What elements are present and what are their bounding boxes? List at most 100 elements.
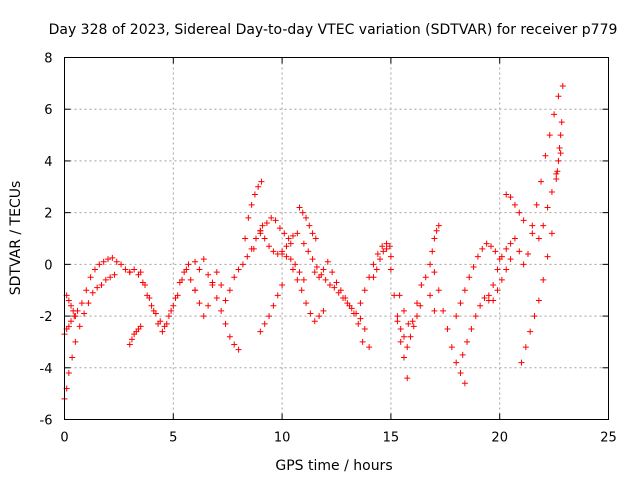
data-point [181,269,188,276]
data-point [418,282,425,289]
data-point [142,282,149,289]
data-point [485,297,492,304]
data-point [474,253,481,260]
data-point [268,214,275,221]
y-tick-label: 4 [44,155,52,170]
data-point [459,351,466,358]
data-point [546,132,553,139]
data-point [298,287,305,294]
series-seg11 [250,230,294,258]
x-tick-label: 5 [169,431,177,446]
data-point [468,326,475,332]
data-point [170,302,177,309]
data-point [542,152,549,159]
data-point [557,150,564,157]
data-point [192,258,199,265]
data-point [540,276,547,283]
data-point [285,235,292,242]
data-point [263,219,270,226]
data-point [311,318,318,325]
data-point [429,248,436,255]
data-point [270,248,277,255]
data-point [556,145,563,151]
data-point [165,313,172,320]
data-point [306,222,313,229]
series-seg13 [279,251,307,283]
data-point [109,254,116,261]
series-seg21 [394,302,424,351]
data-point [431,269,438,276]
data-point [435,222,442,229]
data-point [387,266,394,273]
data-point [507,194,514,201]
data-point [205,302,212,309]
data-point [78,300,85,307]
y-axis-label: SDTVAR / TECUs [8,181,24,296]
data-point [287,240,294,247]
data-point [70,307,77,314]
data-point [511,235,518,242]
x-tick-label: 20 [491,431,508,446]
data-point [331,284,338,291]
data-point [252,235,259,242]
data-point [272,217,279,224]
data-point [257,328,264,335]
data-point [309,256,316,263]
data-point [544,253,551,260]
data-point [279,282,286,289]
data-point [270,302,277,309]
data-point [159,328,166,335]
data-point [274,292,281,299]
data-point [405,320,412,327]
series-seg19 [370,240,393,281]
data-point [350,310,357,317]
data-point [507,240,514,247]
data-point [283,253,290,260]
series-seg6 [126,323,144,348]
data-point [357,315,364,322]
data-point [172,294,179,301]
data-point [529,222,536,229]
data-point [396,292,403,299]
y-tick-label: 8 [44,52,52,67]
data-point [65,323,72,330]
data-point [531,313,538,320]
data-point [309,230,316,237]
data-point [196,266,203,273]
data-point [394,318,401,325]
data-point [535,235,542,242]
data-point [558,119,565,126]
y-tick-label: -4 [40,362,53,377]
data-point [400,354,407,361]
data-point [126,341,133,348]
data-point [257,230,264,237]
data-point [311,269,318,276]
data-point [72,313,79,320]
data-point [529,230,536,237]
y-tick-label: -2 [40,310,53,325]
data-point [453,313,460,320]
data-point [397,326,404,332]
data-point [296,204,303,211]
data-point [69,354,76,361]
data-point [283,243,290,250]
series-seg22 [396,274,438,327]
y-tick-label: 6 [44,103,52,118]
data-point [266,243,273,250]
series-seg23 [427,222,442,268]
data-point [404,375,411,382]
data-point [231,341,238,348]
data-point [300,240,307,247]
x-tick-label: 10 [274,431,291,446]
data-point [296,269,303,276]
data-point [461,287,468,294]
data-point [520,217,527,224]
data-point [266,313,273,320]
data-point [251,191,258,198]
data-point [155,320,162,327]
y-tick-label: 0 [44,258,52,273]
data-point [281,230,288,237]
data-point [94,284,101,291]
data-point [279,251,286,258]
series-seg4 [126,266,199,330]
